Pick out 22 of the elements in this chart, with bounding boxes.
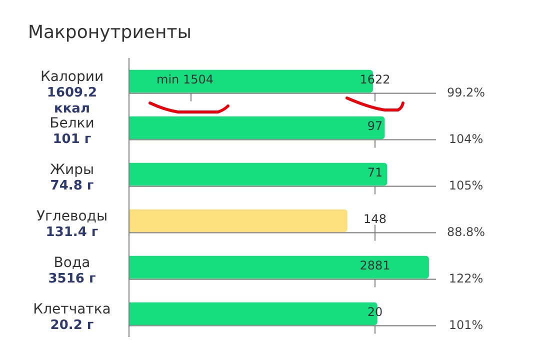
data-label: 88.8%: [446, 224, 486, 239]
data-label: 122%: [448, 271, 484, 286]
annotation: 148: [364, 212, 386, 226]
data-label: 105%: [448, 178, 484, 192]
data-label: 104%: [448, 132, 484, 146]
chart-title: Макронутриенты: [28, 22, 192, 43]
bar: [129, 209, 348, 232]
y-tick-label: Белки 101 г: [50, 115, 94, 148]
annotation: min 1504: [156, 72, 214, 86]
bar: [129, 162, 388, 186]
annotation: 2881: [360, 258, 390, 272]
data-label: 101%: [448, 318, 484, 332]
y-tick-label: Вода 3516 г: [48, 254, 96, 287]
y-tick-label: Клетчатка 20.2 г: [33, 301, 111, 334]
data-label: 99.2%: [446, 85, 486, 100]
bar: [129, 116, 385, 140]
y-tick-label: Жиры 74.8 г: [50, 162, 94, 194]
y-tick-label: Углеводы 131.4 г: [36, 208, 108, 240]
y-tick-label: Калории 1609.2 ккал: [40, 68, 104, 117]
annotation: 97: [367, 118, 383, 133]
annotation: 71: [367, 165, 383, 180]
bar: [129, 256, 429, 279]
